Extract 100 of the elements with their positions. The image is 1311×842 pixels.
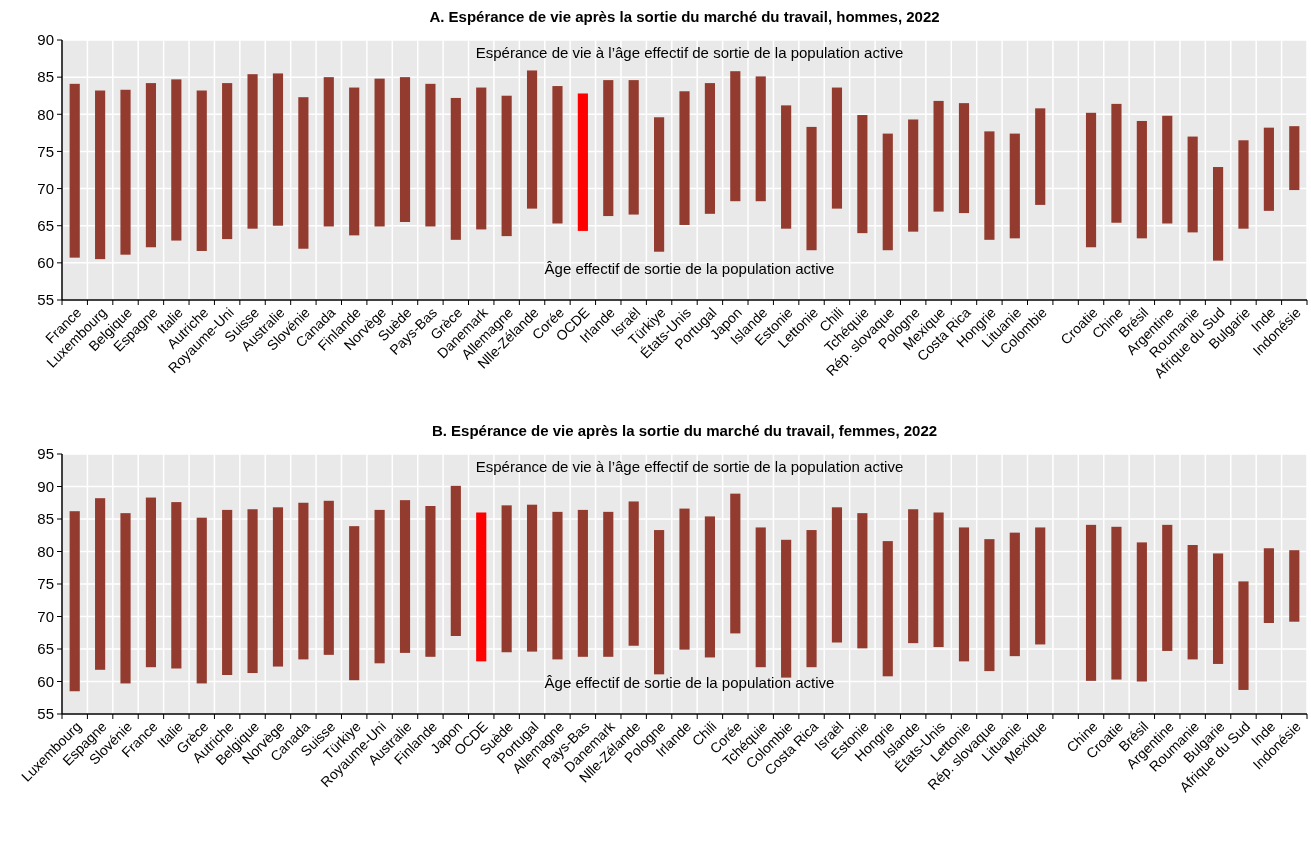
y-tick-label: 75 bbox=[37, 575, 54, 593]
y-tick-label: 65 bbox=[37, 216, 54, 234]
bar bbox=[908, 509, 919, 644]
bar bbox=[831, 507, 843, 643]
bar bbox=[1136, 120, 1147, 239]
y-tick-label: 65 bbox=[37, 640, 54, 658]
bar bbox=[857, 513, 868, 649]
bar bbox=[95, 498, 106, 670]
bar bbox=[1162, 524, 1173, 651]
bar bbox=[984, 539, 995, 672]
annotation: Espérance de vie à l’âge effectif de sortie de la population active bbox=[475, 458, 904, 475]
bar bbox=[730, 493, 741, 634]
bar bbox=[95, 90, 106, 260]
bar bbox=[984, 131, 995, 240]
bar bbox=[1035, 527, 1046, 645]
bar bbox=[552, 511, 563, 660]
y-tick-label: 85 bbox=[37, 68, 54, 86]
bar bbox=[349, 87, 360, 236]
bar bbox=[1289, 126, 1300, 191]
bar bbox=[222, 83, 233, 240]
bar bbox=[171, 502, 182, 669]
bar bbox=[196, 90, 207, 251]
bar bbox=[831, 87, 843, 209]
bar bbox=[933, 100, 944, 212]
bar bbox=[1238, 581, 1249, 690]
bar bbox=[628, 80, 639, 215]
bar bbox=[704, 83, 715, 214]
bar bbox=[399, 77, 411, 222]
bar bbox=[577, 509, 588, 657]
bar bbox=[1263, 548, 1274, 623]
bar bbox=[654, 117, 665, 252]
bar bbox=[69, 83, 80, 258]
bar bbox=[654, 530, 665, 675]
bar bbox=[298, 502, 309, 660]
bar bbox=[222, 509, 233, 675]
annotation: Âge effectif de sortie de la population active bbox=[544, 260, 835, 277]
bar bbox=[704, 516, 715, 658]
bar bbox=[247, 509, 258, 674]
bar bbox=[679, 91, 690, 225]
bar bbox=[1238, 140, 1249, 229]
bar bbox=[526, 504, 538, 652]
y-tick-label: 55 bbox=[37, 705, 54, 723]
y-tick-label: 70 bbox=[37, 179, 54, 197]
y-tick-label: 80 bbox=[37, 105, 54, 123]
y-tick-label: 90 bbox=[37, 477, 54, 495]
bar bbox=[501, 95, 512, 237]
bar bbox=[145, 83, 157, 248]
bar bbox=[1187, 136, 1198, 233]
bar bbox=[882, 133, 893, 251]
y-tick-label: 70 bbox=[37, 607, 54, 625]
bar bbox=[450, 485, 461, 636]
y-tick-label: 95 bbox=[37, 445, 54, 463]
y-tick-label: 75 bbox=[37, 142, 54, 160]
bar bbox=[1187, 545, 1198, 660]
bar bbox=[69, 511, 80, 692]
bar bbox=[577, 93, 588, 231]
bar bbox=[857, 115, 868, 234]
chart-title: B. Espérance de vie après la sortie du marché du travail, femmes, 2022 bbox=[431, 422, 938, 439]
y-tick-label: 85 bbox=[37, 510, 54, 528]
bar bbox=[806, 126, 817, 251]
bar bbox=[171, 79, 182, 241]
y-tick-label: 60 bbox=[37, 254, 54, 272]
bar bbox=[806, 530, 817, 668]
bar bbox=[1263, 127, 1274, 211]
bar bbox=[1009, 133, 1020, 239]
bar bbox=[425, 506, 436, 657]
bar bbox=[476, 87, 487, 230]
bar bbox=[755, 76, 766, 202]
bar bbox=[1111, 103, 1122, 223]
bar bbox=[1212, 553, 1224, 664]
bar bbox=[145, 497, 157, 668]
bar bbox=[1085, 524, 1097, 681]
y-tick-label: 90 bbox=[37, 31, 54, 49]
bar bbox=[501, 505, 512, 653]
bar bbox=[374, 509, 385, 664]
bar bbox=[1035, 108, 1046, 205]
bar bbox=[450, 97, 461, 240]
bar bbox=[1212, 167, 1224, 261]
bar bbox=[399, 500, 411, 653]
bar bbox=[882, 541, 893, 677]
bar bbox=[272, 507, 284, 667]
bar bbox=[1111, 526, 1122, 680]
bar bbox=[730, 71, 741, 202]
bar bbox=[628, 501, 639, 646]
bar bbox=[1162, 115, 1173, 224]
bar bbox=[120, 89, 131, 255]
bar bbox=[1085, 112, 1097, 248]
bar bbox=[552, 86, 563, 224]
bar bbox=[1136, 542, 1147, 682]
bar bbox=[120, 513, 131, 684]
y-tick-label: 80 bbox=[37, 542, 54, 560]
bar bbox=[679, 508, 690, 650]
chart-title: A. Espérance de vie après la sortie du marché du travail, hommes, 2022 bbox=[429, 8, 940, 25]
bar bbox=[272, 73, 284, 226]
bar bbox=[476, 512, 487, 662]
bar bbox=[1289, 550, 1300, 622]
bar bbox=[781, 539, 792, 678]
bar bbox=[247, 74, 258, 229]
annotation: Âge effectif de sortie de la population active bbox=[544, 674, 835, 691]
bar bbox=[374, 78, 385, 227]
